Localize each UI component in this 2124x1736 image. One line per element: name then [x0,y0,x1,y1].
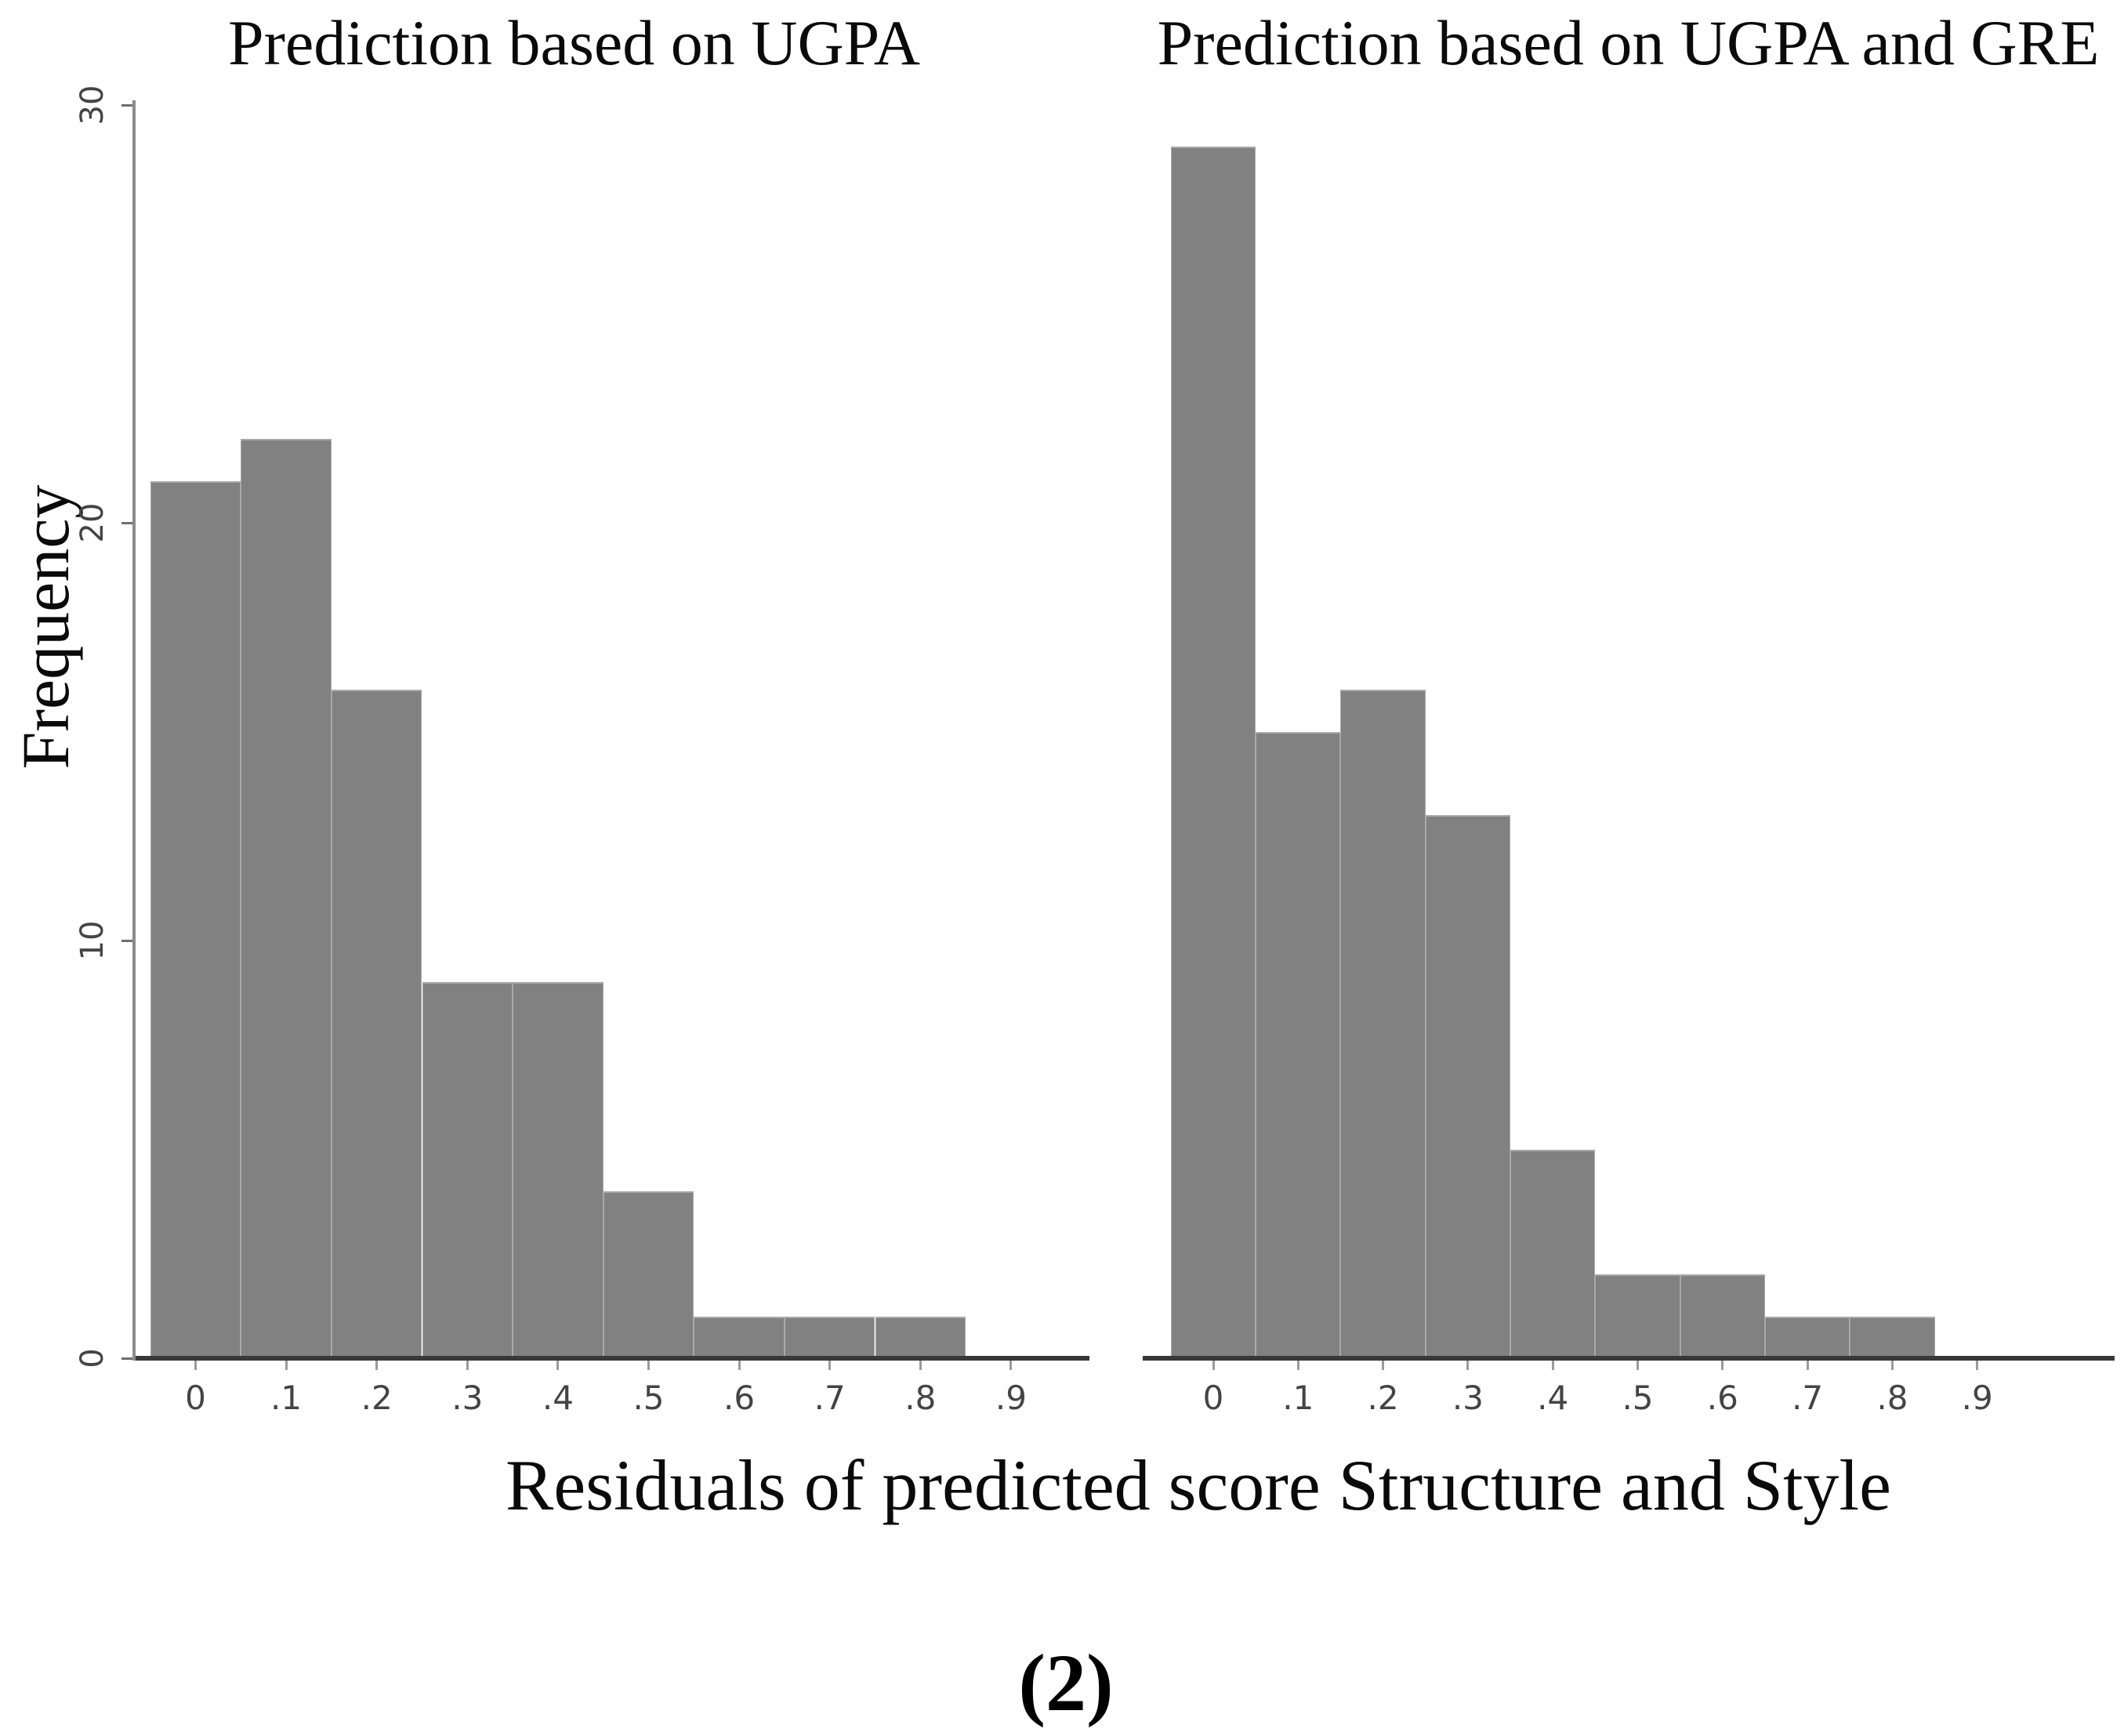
right-panel-title: Prediction based on UGPA and GRE [1157,7,2100,78]
x-axis-tick [1721,1361,1724,1370]
histogram-bar [422,982,513,1358]
histogram-bar [694,1316,785,1358]
x-axis-label: Residuals of predicted score Structure a… [506,1445,1891,1525]
y-axis-label: Frequency [8,484,83,770]
histogram-bar [150,480,241,1358]
x-axis-tick [1296,1361,1299,1370]
x-axis-line [1143,1356,2115,1361]
figure-caption: (2) [1018,1638,1114,1728]
x-axis-tick [194,1361,197,1370]
x-tick-label: .4 [542,1379,574,1417]
histogram-bar [331,690,422,1358]
x-tick-label: .5 [632,1379,665,1417]
y-tick-label: 10 [74,920,111,961]
x-axis-tick [466,1361,469,1370]
x-axis-tick [375,1361,379,1370]
x-tick-label: .7 [1792,1379,1824,1417]
x-axis-tick [1212,1361,1215,1370]
x-tick-label: .1 [1282,1379,1314,1417]
x-tick-label: 0 [185,1379,206,1417]
x-axis-tick [919,1361,922,1370]
x-axis-tick [1636,1361,1639,1370]
x-axis-tick [1890,1361,1894,1370]
x-tick-label: .7 [814,1379,846,1417]
y-tick-label: 30 [74,85,111,125]
x-tick-label: .9 [995,1379,1027,1417]
x-axis-tick [556,1361,560,1370]
x-tick-label: .2 [361,1379,393,1417]
x-axis-tick [1009,1361,1013,1370]
x-tick-label: .9 [1961,1379,1993,1417]
x-tick-label: .4 [1537,1379,1569,1417]
x-axis-tick [1551,1361,1554,1370]
y-axis-tick [121,103,132,107]
x-axis-tick [738,1361,741,1370]
histogram-bar [1170,147,1256,1358]
x-tick-label: .6 [1706,1379,1738,1417]
x-tick-label: .2 [1367,1379,1399,1417]
x-tick-label: .5 [1622,1379,1654,1417]
histogram-bar [1850,1316,1935,1358]
x-axis-tick [1466,1361,1470,1370]
x-axis-line [134,1356,1089,1361]
histogram-bar [1256,731,1341,1358]
histogram-bar [784,1316,875,1358]
x-tick-label: .3 [451,1379,484,1417]
x-tick-label: 0 [1202,1379,1224,1417]
left-panel-title: Prediction based on UGPA [228,7,920,78]
histogram-bar [241,439,332,1358]
y-axis-line [132,100,136,1361]
histogram-bar [1425,815,1511,1358]
y-axis-tick [121,521,132,524]
histogram-bar [875,1316,966,1358]
histogram-bar [603,1191,694,1358]
histogram-bar [1680,1274,1765,1358]
x-tick-label: .1 [270,1379,303,1417]
y-tick-label: 0 [74,1348,111,1368]
x-tick-label: .8 [1876,1379,1908,1417]
x-tick-label: .6 [723,1379,756,1417]
histogram-bar [513,982,603,1358]
x-axis-tick [1382,1361,1385,1370]
histogram-bar [1510,1149,1596,1358]
x-axis-tick [1806,1361,1809,1370]
x-axis-tick [647,1361,650,1370]
y-axis-tick [121,939,132,942]
x-axis-tick [828,1361,832,1370]
x-tick-label: .8 [904,1379,937,1417]
histogram-bar [1764,1316,1850,1358]
histogram-bar [1595,1274,1680,1358]
y-axis-tick [121,1357,132,1360]
x-axis-tick [1976,1361,1979,1370]
x-axis-tick [285,1361,288,1370]
x-tick-label: .3 [1452,1379,1484,1417]
histogram-bar [1340,690,1426,1358]
